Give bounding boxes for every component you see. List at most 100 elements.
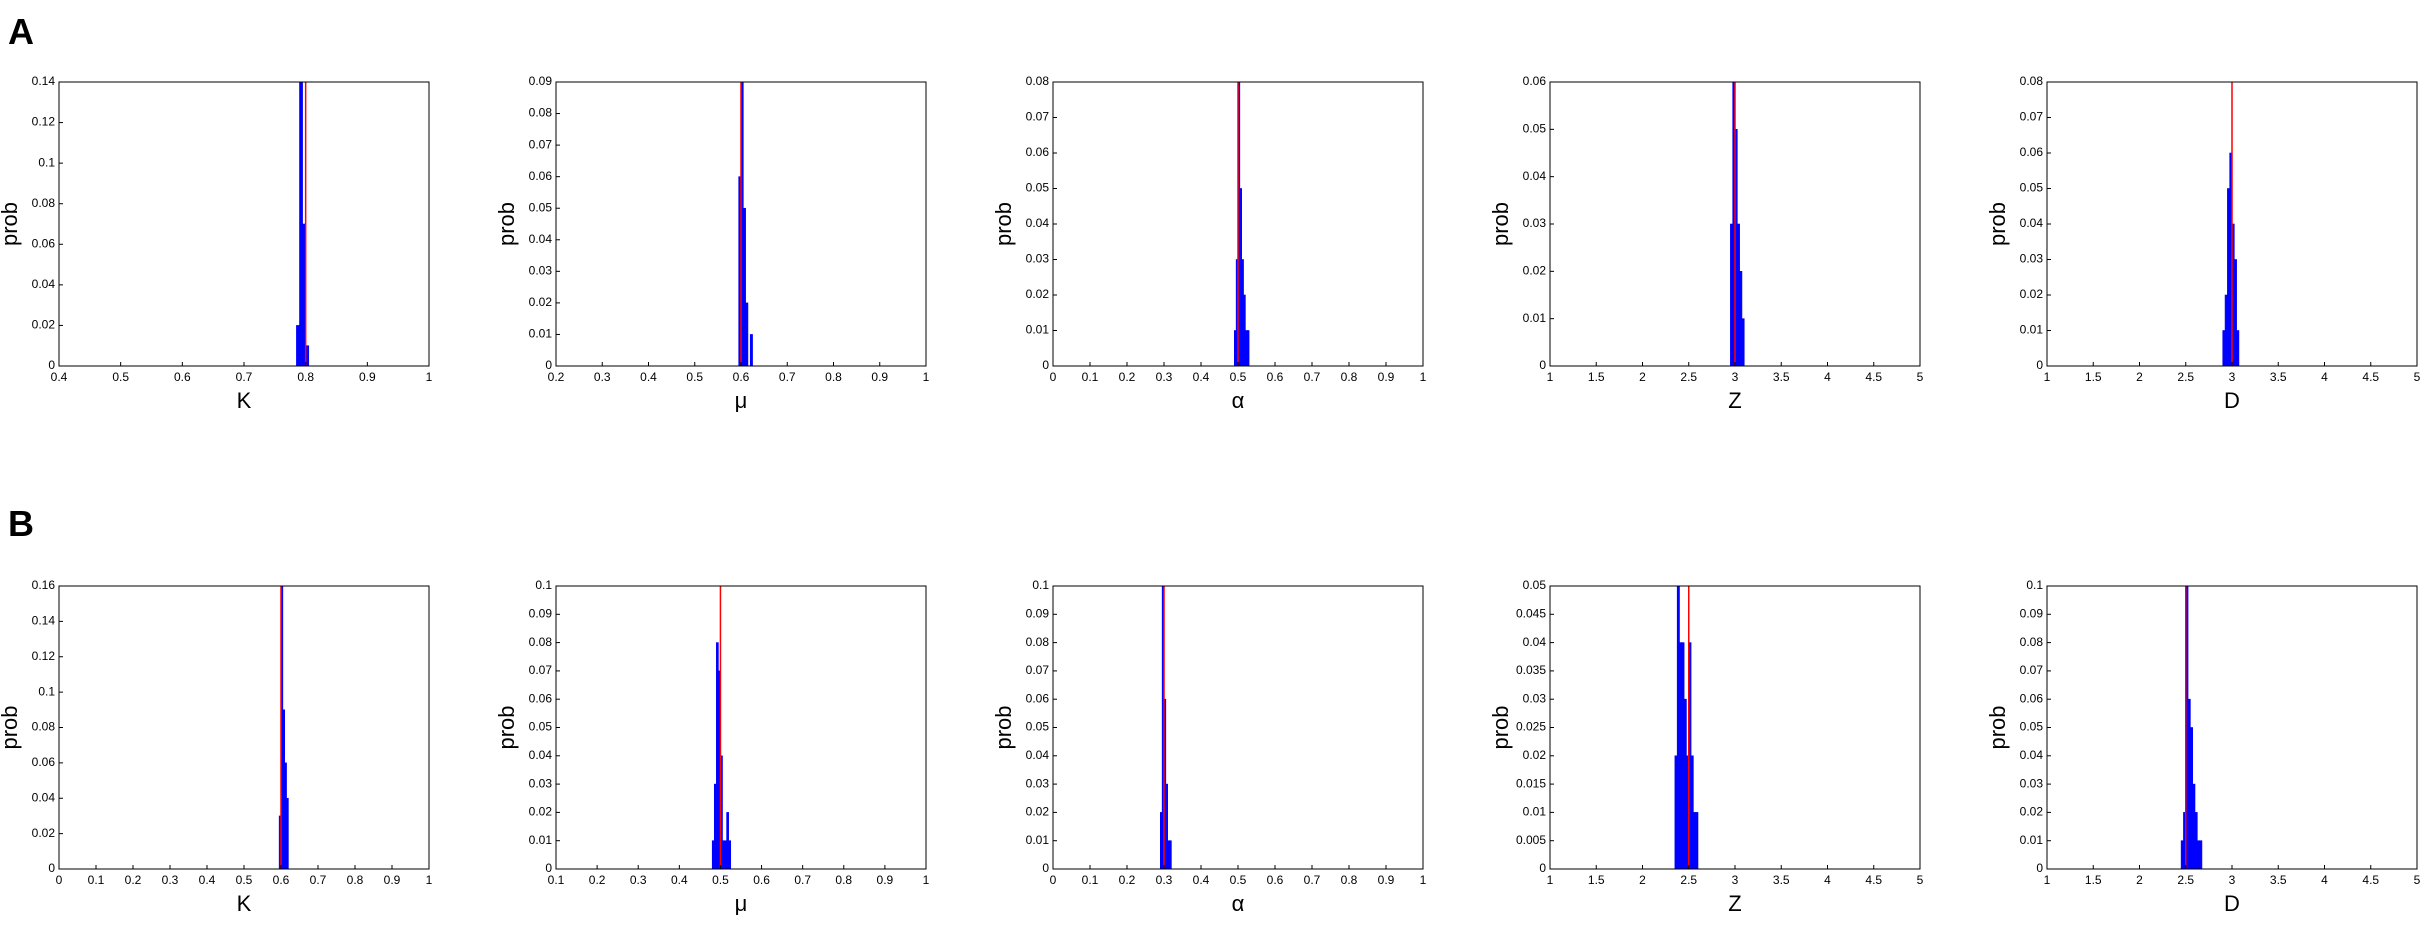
y-tick-label: 0.02 [529,295,553,309]
y-tick-label: 0.04 [1026,216,1050,230]
y-tick-label: 0.06 [2020,691,2044,705]
y-tick-label: 0.05 [1026,720,1050,734]
x-tick-label: 1 [1547,873,1554,887]
y-axis-label: prob [991,202,1016,246]
y-axis-label: prob [1985,202,2010,246]
plot-area [59,586,429,869]
x-axis-label: D [2224,388,2240,413]
y-tick-label: 0.09 [2020,606,2044,620]
y-tick-label: 0.08 [32,720,56,734]
x-tick-label: 0.7 [779,370,796,384]
y-tick-label: 0.05 [529,200,553,214]
x-tick-label: 0.4 [671,873,688,887]
x-tick-label: 3 [1732,873,1739,887]
x-axis-label: D [2224,891,2240,916]
bar [1246,330,1250,367]
bar [1737,223,1740,367]
y-tick-label: 0.05 [1026,181,1050,195]
y-tick-label: 0 [1042,861,1049,875]
bar [299,81,303,367]
x-tick-label: 1.5 [2085,370,2102,384]
x-tick-label: 1 [1420,873,1427,887]
bar [2192,783,2196,870]
y-tick-label: 0.02 [529,805,553,819]
x-tick-label: 2 [1639,873,1646,887]
x-tick-label: 0.2 [1119,370,1136,384]
y-tick-label: 0.06 [1523,74,1547,88]
x-tick-label: 5 [1917,370,1924,384]
y-tick-label: 0.03 [1523,216,1547,230]
x-tick-label: 2.5 [1680,873,1697,887]
x-tick-label: 0 [56,873,63,887]
y-tick-label: 0.02 [1026,287,1050,301]
y-tick-label: 0.1 [38,684,55,698]
y-tick-label: 0.1 [535,578,552,592]
bar [2190,727,2193,870]
y-tick-label: 0.035 [1516,663,1546,677]
x-tick-label: 0.7 [1304,873,1321,887]
y-tick-label: 0.06 [529,169,553,183]
x-tick-label: 0.2 [589,873,606,887]
subplot: 1 1.5 2 2.5 3 3.5 4 4.5 5 0 0.005 0.01 0.015 0.02 0.02… [1488,578,1924,916]
y-tick-label: 0 [1539,358,1546,372]
bar [711,840,715,870]
subplot: 1 1.5 2 2.5 3 3.5 4 4.5 5 0 0.01 0.02 0.03 0.04 0.05 0.… [1985,74,2421,413]
plot-area [1550,586,1920,869]
y-tick-label: 0 [2036,861,2043,875]
x-tick-label: 3.5 [2270,873,2287,887]
x-tick-label: 0.9 [1378,873,1395,887]
bar [1169,840,1172,870]
x-tick-label: 0.3 [162,873,179,887]
x-tick-label: 1.5 [1588,370,1605,384]
x-tick-label: 0.1 [1082,873,1099,887]
bar [2180,840,2184,870]
x-tick-label: 4.5 [2362,370,2379,384]
y-tick-label: 0.06 [32,755,56,769]
x-tick-label: 0.4 [51,370,68,384]
y-tick-label: 0.1 [1032,578,1049,592]
x-axis-label: Z [1728,388,1741,413]
y-tick-label: 0.07 [2020,110,2044,124]
x-tick-label: 0.3 [1156,370,1173,384]
x-axis-label: α [1232,891,1245,916]
y-axis-label: prob [0,705,22,749]
x-tick-label: 0 [1050,370,1057,384]
y-tick-label: 0.02 [32,826,56,840]
bar [1674,755,1678,870]
y-tick-label: 0.03 [529,776,553,790]
x-tick-label: 0.6 [1267,873,1284,887]
bar [2236,330,2240,367]
x-tick-label: 1 [2044,873,2051,887]
x-tick-label: 3.5 [1773,370,1790,384]
x-tick-label: 2 [1639,370,1646,384]
x-tick-label: 2.5 [2177,873,2194,887]
y-tick-label: 0.005 [1516,833,1546,847]
subplot: 0 0.1 0.2 0.3 0.4 0.5 0.6 0.7 0.8 0.9 1 0 0.01 0.02 0.… [991,578,1427,916]
x-tick-label: 0.9 [871,370,888,384]
x-tick-label: 0.3 [594,370,611,384]
y-tick-label: 0.01 [529,327,553,341]
y-tick-label: 0.16 [32,578,56,592]
x-tick-label: 0.9 [384,873,401,887]
y-tick-label: 0.01 [1026,323,1050,337]
y-tick-label: 0.07 [1026,663,1050,677]
x-tick-label: 0.4 [1193,873,1210,887]
x-tick-label: 0.8 [835,873,852,887]
y-tick-label: 0.09 [1026,606,1050,620]
x-tick-label: 1 [1420,370,1427,384]
plot-area [2047,586,2417,869]
y-tick-label: 0.07 [529,663,553,677]
y-tick-label: 0.03 [529,264,553,278]
x-tick-label: 0.6 [1267,370,1284,384]
y-tick-label: 0.01 [2020,323,2044,337]
y-axis-label: prob [991,705,1016,749]
x-tick-label: 0.5 [1230,370,1247,384]
x-tick-label: 0 [1050,873,1057,887]
bar [1679,642,1683,870]
x-axis-label: Z [1728,891,1741,916]
y-tick-label: 0.01 [529,833,553,847]
x-tick-label: 4.5 [2362,873,2379,887]
x-tick-label: 1 [426,873,433,887]
bar [743,207,746,367]
x-tick-label: 0.8 [1341,370,1358,384]
